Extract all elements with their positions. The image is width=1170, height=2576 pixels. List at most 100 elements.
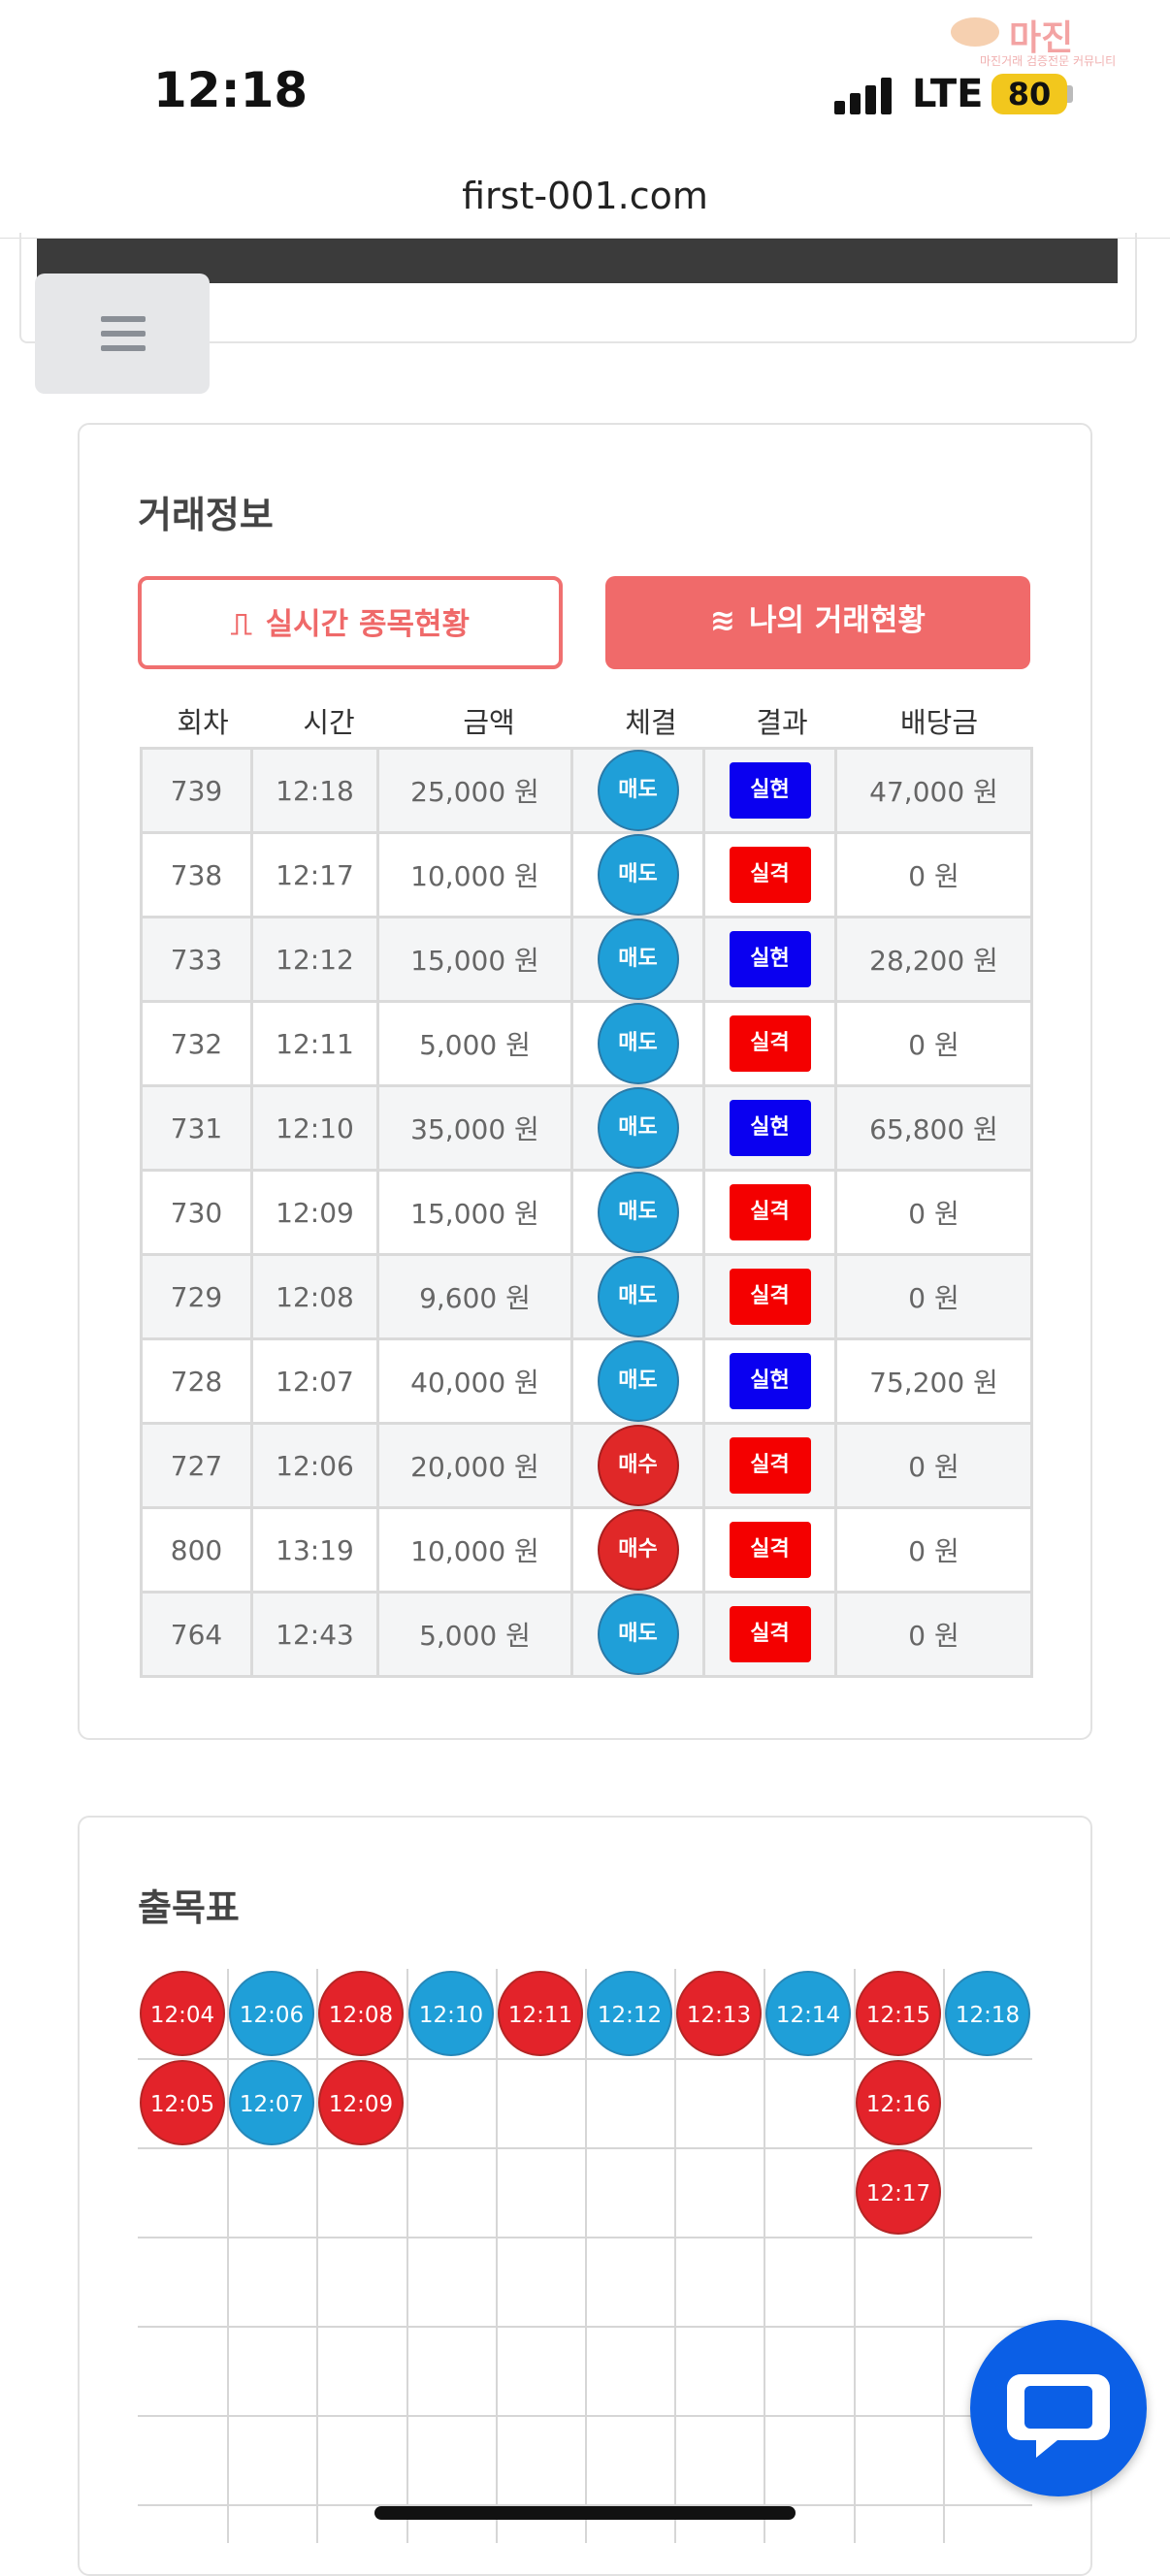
- cell-amount: 40,000 원: [376, 1337, 573, 1425]
- result-grid: 12:04 12:05 12:06 12:07 12:08 12:09 12:10 12:11…: [138, 1969, 1032, 2543]
- grid-line: [854, 1969, 856, 2543]
- table-row: 731 12:10 35,000 원 매도 실현 65,800 원: [140, 1084, 1033, 1172]
- result-marker: 12:17: [856, 2149, 941, 2235]
- cell-execution: 매도: [570, 747, 705, 834]
- battery-tip: [1067, 85, 1073, 103]
- cell-time: 12:10: [250, 1084, 379, 1172]
- waves-icon: ≋: [710, 603, 736, 638]
- grid-line: [496, 1969, 498, 2543]
- cell-result: 실현: [702, 747, 837, 834]
- cell-round: 800: [140, 1506, 253, 1594]
- cell-execution: 매수: [570, 1506, 705, 1594]
- watermark-title: 마진: [1009, 18, 1074, 58]
- result-marker: 12:06: [229, 1971, 314, 2056]
- watermark-emblem-icon: [951, 17, 999, 47]
- cell-execution: 매도: [570, 916, 705, 1003]
- header-container: [19, 233, 1137, 343]
- cell-time: 12:43: [250, 1591, 379, 1678]
- execution-badge: 매도: [597, 1594, 679, 1675]
- result-marker: 12:18: [945, 1971, 1030, 2056]
- execution-badge: 매수: [597, 1509, 679, 1591]
- cell-payout: 28,200 원: [834, 916, 1033, 1003]
- header-result: 결과: [756, 706, 808, 739]
- table-row: 729 12:08 9,600 원 매도 실격 0 원: [140, 1253, 1033, 1340]
- table-row: 730 12:09 15,000 원 매도 실격 0 원: [140, 1169, 1033, 1256]
- cell-time: 12:12: [250, 916, 379, 1003]
- result-marker: 12:10: [408, 1971, 494, 2056]
- cell-round: 728: [140, 1337, 253, 1425]
- result-badge: 실격: [729, 1437, 811, 1494]
- cell-result: 실현: [702, 1337, 837, 1425]
- header-payout: 배당금: [899, 706, 979, 739]
- trade-info-title: 거래정보: [138, 494, 274, 536]
- trade-table-header: 회차 시간 금액 체결 결과 배당금: [140, 700, 1030, 743]
- cell-round: 739: [140, 747, 253, 834]
- cell-amount: 5,000 원: [376, 1000, 573, 1087]
- home-indicator: [374, 2506, 796, 2520]
- grid-line: [316, 1969, 318, 2543]
- cell-amount: 9,600 원: [376, 1253, 573, 1340]
- result-marker: 12:07: [229, 2060, 314, 2145]
- cell-round: 731: [140, 1084, 253, 1172]
- cell-time: 12:06: [250, 1422, 379, 1509]
- header-round: 회차: [177, 706, 229, 739]
- result-badge: 실현: [729, 931, 811, 987]
- address-bar[interactable]: first-001.com: [462, 175, 708, 217]
- result-marker: 12:14: [765, 1971, 851, 2056]
- cell-round: 727: [140, 1422, 253, 1509]
- result-marker: 12:11: [498, 1971, 583, 2056]
- grid-line: [674, 1969, 676, 2543]
- cell-execution: 매수: [570, 1422, 705, 1509]
- result-marker: 12:05: [140, 2060, 225, 2145]
- hamburger-icon-line: [101, 345, 146, 351]
- cell-amount: 25,000 원: [376, 747, 573, 834]
- table-row: 732 12:11 5,000 원 매도 실격 0 원: [140, 1000, 1033, 1087]
- table-row: 728 12:07 40,000 원 매도 실현 75,200 원: [140, 1337, 1033, 1425]
- result-marker: 12:15: [856, 1971, 941, 2056]
- battery-icon: 80: [991, 74, 1067, 114]
- table-row: 733 12:12 15,000 원 매도 실현 28,200 원: [140, 916, 1033, 1003]
- cell-payout: 0 원: [834, 1253, 1033, 1340]
- result-marker: 12:09: [318, 2060, 404, 2145]
- table-row: 738 12:17 10,000 원 매도 실격 0 원: [140, 831, 1033, 918]
- result-marker: 12:12: [587, 1971, 672, 2056]
- cell-result: 실격: [702, 1169, 837, 1256]
- cell-time: 12:18: [250, 747, 379, 834]
- execution-badge: 매수: [597, 1425, 679, 1506]
- status-time: 12:18: [153, 62, 309, 118]
- hamburger-icon-line: [101, 331, 146, 337]
- cell-execution: 매도: [570, 1337, 705, 1425]
- cell-execution: 매도: [570, 1169, 705, 1256]
- grid-line: [764, 1969, 765, 2543]
- cell-round: 729: [140, 1253, 253, 1340]
- cell-payout: 0 원: [834, 1422, 1033, 1509]
- execution-badge: 매도: [597, 1172, 679, 1253]
- grid-line: [227, 1969, 229, 2543]
- chat-button[interactable]: [970, 2320, 1147, 2496]
- tab-realtime-status[interactable]: ⎍ 실시간 종목현황: [138, 576, 563, 669]
- execution-badge: 매도: [597, 1003, 679, 1084]
- cell-result: 실격: [702, 831, 837, 918]
- cell-execution: 매도: [570, 1084, 705, 1172]
- cell-execution: 매도: [570, 831, 705, 918]
- network-type: LTE: [912, 72, 984, 116]
- result-marker: 12:04: [140, 1971, 225, 2056]
- cell-time: 12:08: [250, 1253, 379, 1340]
- menu-button[interactable]: [35, 274, 210, 394]
- watermark-subtitle: 마진거래 검증전문 커뮤니티: [980, 54, 1117, 68]
- result-badge: 실격: [729, 1606, 811, 1662]
- tab-my-trades[interactable]: ≋ 나의 거래현황: [605, 576, 1030, 669]
- cell-payout: 0 원: [834, 1169, 1033, 1256]
- cell-result: 실현: [702, 1084, 837, 1172]
- table-row: 727 12:06 20,000 원 매수 실격 0 원: [140, 1422, 1033, 1509]
- result-marker: 12:08: [318, 1971, 404, 2056]
- cell-amount: 15,000 원: [376, 916, 573, 1003]
- cell-amount: 20,000 원: [376, 1422, 573, 1509]
- chat-bubble-icon: [1007, 2374, 1110, 2458]
- result-chart-title: 출목표: [138, 1886, 240, 1929]
- table-row: 764 12:43 5,000 원 매도 실격 0 원: [140, 1591, 1033, 1678]
- result-badge: 실격: [729, 847, 811, 903]
- result-marker: 12:13: [676, 1971, 762, 2056]
- cell-amount: 5,000 원: [376, 1591, 573, 1678]
- cell-time: 12:09: [250, 1169, 379, 1256]
